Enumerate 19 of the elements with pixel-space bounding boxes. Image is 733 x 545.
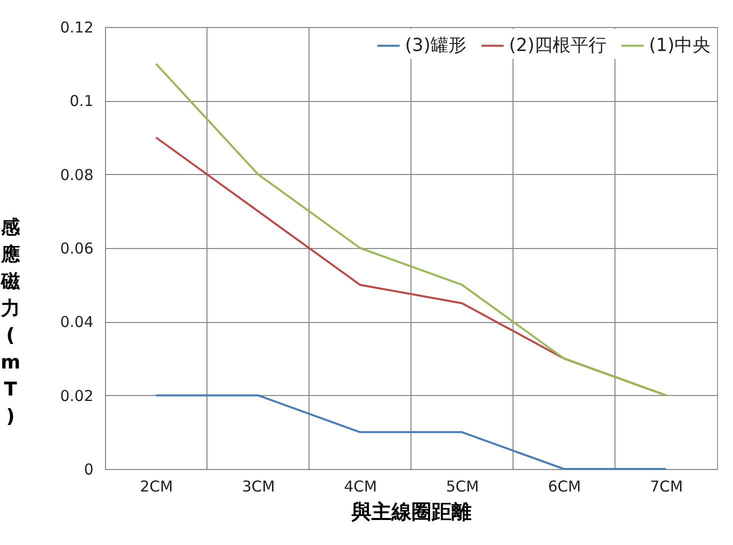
legend-label: (2)四根平行 — [509, 34, 606, 56]
line-series — [155, 62, 667, 396]
y-tick-label: 0.1 — [70, 92, 94, 110]
x-tick-label: 5CM — [446, 478, 479, 496]
y-tick-label: 0.08 — [60, 166, 94, 184]
y-tick-label: 0 — [84, 460, 94, 478]
y-tick-label: 0.06 — [60, 240, 94, 258]
y-axis-title: 感應磁力(mT) — [0, 216, 21, 428]
y-tick-label: 0.02 — [60, 386, 94, 405]
x-tick-label: 2CM — [140, 478, 173, 496]
x-tick-label: 3CM — [242, 478, 275, 496]
y-tick-label: 0.04 — [60, 313, 94, 332]
legend-label: (1)中央 — [649, 34, 710, 56]
x-tick-label: 6CM — [548, 478, 581, 496]
x-tick-label: 7CM — [650, 478, 683, 496]
y-tick-label: 0.12 — [60, 18, 94, 36]
x-axis-title: 與主線圈距離 — [350, 500, 472, 524]
legend-label: (3)罐形 — [405, 34, 466, 56]
x-tick-label: 4CM — [344, 478, 377, 496]
